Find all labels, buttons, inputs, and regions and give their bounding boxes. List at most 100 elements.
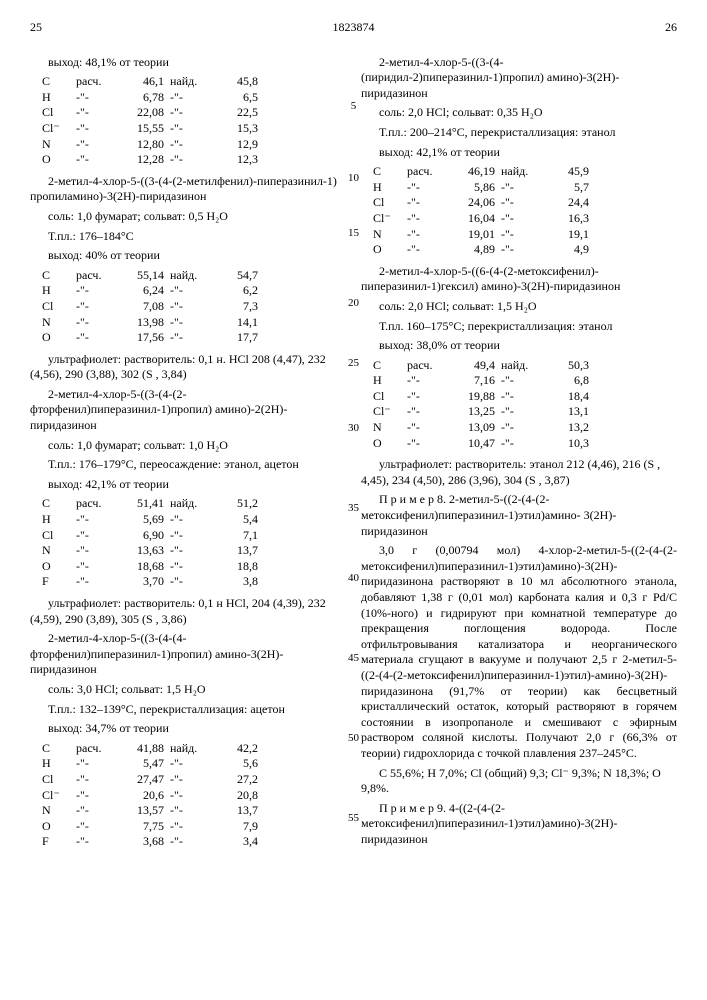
table-cell: -"-	[501, 211, 547, 227]
table-cell: 10,47	[453, 436, 501, 452]
table-cell: -"-	[76, 788, 122, 804]
table-cell: -"-	[170, 90, 216, 106]
table-cell: 45,8	[216, 74, 264, 90]
table-cell: -"-	[501, 242, 547, 258]
line-mark: 20	[344, 296, 364, 310]
table-cell: -"-	[170, 803, 216, 819]
table-cell: 22,08	[122, 105, 170, 121]
analysis-table: Cрасч.46,19найд.45,9H-"-5,86-"-5,7Cl-"-2…	[373, 164, 595, 258]
table-cell: 4,9	[547, 242, 595, 258]
table-cell: -"-	[407, 404, 453, 420]
table-cell: 15,3	[216, 121, 264, 137]
table-cell: -"-	[170, 315, 216, 331]
table-cell: -"-	[170, 121, 216, 137]
compound-title: 2-метил-4-хлор-5-((3-(4-(2-метилфенил)-п…	[30, 174, 346, 205]
table-cell: 17,7	[216, 330, 264, 346]
table-cell: 22,5	[216, 105, 264, 121]
table-cell: -"-	[501, 420, 547, 436]
table-cell: -"-	[407, 180, 453, 196]
table-cell: -"-	[76, 528, 122, 544]
line-mark: 45	[344, 651, 364, 665]
table-cell: C	[373, 164, 407, 180]
table-cell: -"-	[76, 772, 122, 788]
table-cell: 24,4	[547, 195, 595, 211]
table-cell: Cl	[42, 299, 76, 315]
table-cell: 51,2	[216, 496, 264, 512]
table-cell: 27,2	[216, 772, 264, 788]
analysis-table: Cрасч.49,4найд.50,3H-"-7,16-"-6,8Cl-"-19…	[373, 358, 595, 452]
table-cell: 6,2	[216, 283, 264, 299]
analysis-inline: С 55,6%; H 7,0%; Cl (общий) 9,3; Cl⁻ 9,3…	[361, 766, 677, 797]
table-cell: найд.	[170, 496, 216, 512]
table-cell: -"-	[501, 389, 547, 405]
table-cell: -"-	[170, 137, 216, 153]
table-cell: -"-	[76, 512, 122, 528]
line-mark: 10	[344, 171, 364, 185]
salt-text: соль: 2,0 HCl; сольват: 1,5 H₂O	[361, 299, 677, 315]
table-cell: 18,68	[122, 559, 170, 575]
mp-text: Т.пл. 160–175°С; перекристаллизация: эта…	[361, 319, 677, 335]
table-cell: -"-	[76, 559, 122, 575]
table-cell: -"-	[407, 227, 453, 243]
table-cell: 5,7	[547, 180, 595, 196]
table-cell: 19,01	[453, 227, 501, 243]
table-cell: 13,7	[216, 543, 264, 559]
table-cell: O	[373, 242, 407, 258]
table-cell: 5,47	[122, 756, 170, 772]
table-cell: Cl	[42, 528, 76, 544]
table-cell: 3,70	[122, 574, 170, 590]
table-cell: -"-	[170, 105, 216, 121]
table-cell: -"-	[76, 756, 122, 772]
table-cell: -"-	[76, 90, 122, 106]
table-cell: расч.	[76, 74, 122, 90]
line-mark: 40	[344, 571, 364, 585]
table-cell: -"-	[170, 528, 216, 544]
table-cell: C	[42, 741, 76, 757]
table-cell: -"-	[170, 772, 216, 788]
table-cell: 20,6	[122, 788, 170, 804]
table-cell: -"-	[76, 315, 122, 331]
table-cell: 46,19	[453, 164, 501, 180]
compound-title: 2-метил-4-хлор-5-((6-(4-(2-метоксифенил)…	[361, 264, 677, 295]
example-title: П р и м е р 9. 4-((2-(4-(2-метоксифенил)…	[361, 801, 677, 848]
yield-text: выход: 42,1% от теории	[361, 145, 677, 161]
analysis-table: Cрасч.51,41найд.51,2H-"-5,69-"-5,4Cl-"-6…	[42, 496, 264, 590]
table-cell: расч.	[407, 358, 453, 374]
table-cell: расч.	[407, 164, 453, 180]
table-cell: -"-	[170, 819, 216, 835]
table-cell: -"-	[76, 121, 122, 137]
table-cell: 17,56	[122, 330, 170, 346]
table-cell: -"-	[501, 404, 547, 420]
table-cell: N	[42, 137, 76, 153]
table-cell: -"-	[501, 227, 547, 243]
table-cell: найд.	[170, 741, 216, 757]
table-cell: 12,3	[216, 152, 264, 168]
table-cell: 6,78	[122, 90, 170, 106]
table-cell: 7,75	[122, 819, 170, 835]
table-cell: N	[42, 315, 76, 331]
salt-text: соль: 3,0 HCl; сольват: 1,5 H₂O	[30, 682, 346, 698]
table-cell: расч.	[76, 496, 122, 512]
mp-text: Т.пл.: 176–184°С	[30, 229, 346, 245]
compound-title: 2-метил-4-хлор-5-((3-(4-(пиридил-2)пипер…	[361, 55, 677, 102]
table-cell: расч.	[76, 268, 122, 284]
table-cell: -"-	[501, 195, 547, 211]
line-mark: 5	[344, 99, 364, 113]
table-cell: -"-	[170, 788, 216, 804]
table-cell: H	[42, 756, 76, 772]
table-cell: 16,3	[547, 211, 595, 227]
table-cell: 49,4	[453, 358, 501, 374]
table-cell: -"-	[76, 137, 122, 153]
table-cell: O	[42, 330, 76, 346]
table-cell: -"-	[407, 195, 453, 211]
analysis-table: Cрасч.46,1найд.45,8H-"-6,78-"-6,5Cl-"-22…	[42, 74, 264, 168]
page-center: 1823874	[333, 20, 375, 36]
table-cell: -"-	[76, 299, 122, 315]
table-cell: Cl	[42, 105, 76, 121]
table-cell: -"-	[170, 283, 216, 299]
table-cell: 41,88	[122, 741, 170, 757]
table-cell: N	[373, 420, 407, 436]
table-cell: 6,24	[122, 283, 170, 299]
table-cell: Cl⁻	[373, 404, 407, 420]
table-cell: -"-	[76, 330, 122, 346]
